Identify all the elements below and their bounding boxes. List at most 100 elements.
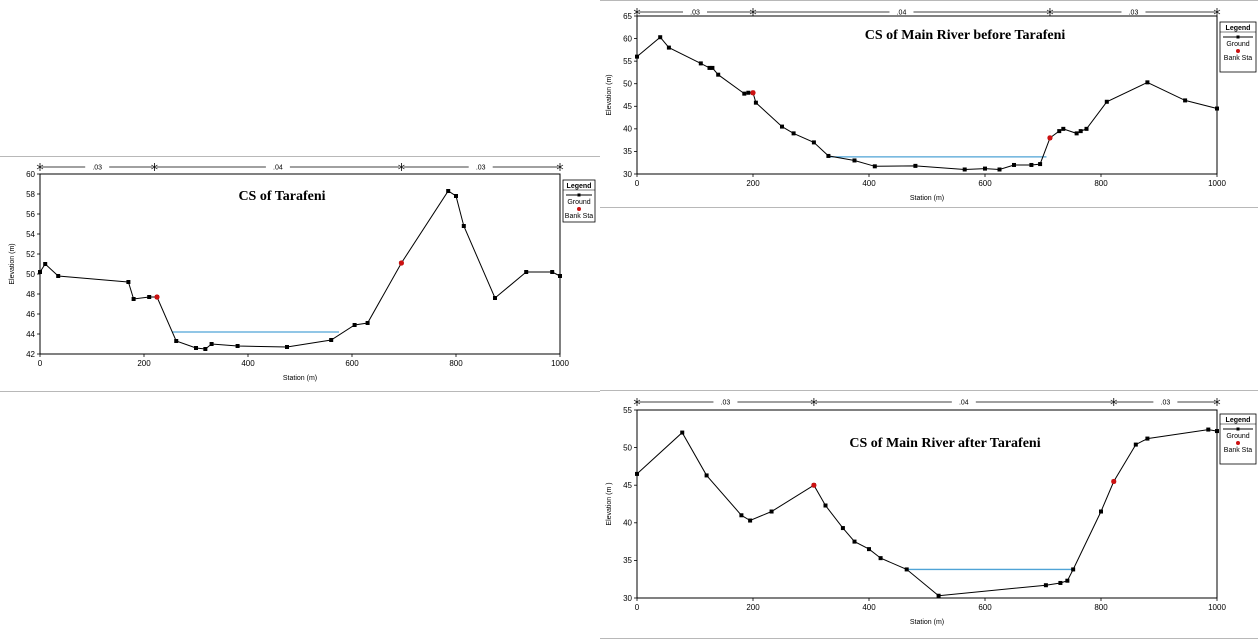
- n-value-label: .04: [897, 10, 907, 17]
- ground-point: [904, 567, 909, 572]
- ground-point: [446, 189, 451, 193]
- ground-point: [352, 323, 357, 327]
- x-tick-label: 600: [978, 179, 992, 188]
- x-axis-label: Station (m): [910, 619, 944, 626]
- ground-point: [43, 262, 48, 266]
- n-band-arrow: [636, 9, 641, 15]
- y-tick-label: 54: [26, 230, 35, 239]
- ground-point: [1099, 509, 1103, 514]
- chart-title: CS of Main River before Tarafeni: [865, 28, 1066, 43]
- ground-point: [365, 321, 370, 325]
- chart-main-river-before: .03 .04 .03 30 35 40 45 50 55 60 65 0 200 400 600 800 10…: [600, 0, 1258, 208]
- ground-point: [147, 295, 152, 299]
- ground-point: [867, 547, 871, 552]
- ground-point: [698, 61, 703, 66]
- ground-point: [983, 166, 987, 171]
- x-tick-label: 400: [241, 359, 255, 368]
- n-value-label: .04: [959, 400, 969, 407]
- legend-box: [1219, 413, 1257, 465]
- ground-point: [878, 556, 883, 561]
- legend-title: Legend: [1226, 25, 1251, 32]
- ground-point: [769, 509, 774, 514]
- ground-point: [666, 45, 671, 50]
- x-tick-label: 800: [449, 359, 463, 368]
- ground-point: [635, 54, 639, 59]
- ground-point: [194, 346, 198, 350]
- ground-point: [826, 153, 831, 158]
- y-tick-label: 55: [623, 406, 632, 415]
- y-tick-label: 56: [26, 210, 35, 219]
- x-tick-label: 200: [137, 359, 151, 368]
- legend-bank-marker: [1236, 49, 1240, 53]
- legend-bank-marker: [577, 207, 581, 211]
- y-tick-label: 30: [623, 170, 632, 179]
- ground-point: [710, 65, 715, 70]
- y-tick-label: 48: [26, 290, 35, 299]
- n-value-label: .03: [92, 165, 102, 172]
- ground-point: [1104, 99, 1109, 104]
- bank-station-point: [154, 294, 160, 300]
- y-tick-label: 50: [26, 270, 35, 279]
- x-tick-label: 0: [635, 603, 640, 612]
- n-band-arrow: [1216, 399, 1221, 405]
- ground-point: [461, 224, 466, 228]
- legend-ground-label: Ground: [1226, 41, 1249, 48]
- x-tick-label: 600: [345, 359, 359, 368]
- ground-line: [39, 190, 561, 350]
- bank-station-point: [1047, 135, 1053, 141]
- y-axis-label: Elevation (m): [9, 243, 16, 284]
- n-band-arrow: [559, 164, 564, 170]
- ground-point: [558, 274, 562, 278]
- ground-point: [1029, 162, 1034, 167]
- ground-point: [38, 270, 42, 274]
- x-tick-label: 1000: [1208, 179, 1226, 188]
- ground-point: [1065, 578, 1070, 583]
- legend-box: [1219, 21, 1257, 73]
- ground-point: [852, 539, 857, 544]
- ground-point: [1215, 429, 1219, 434]
- n-value-label: .03: [1129, 10, 1139, 17]
- ground-point: [823, 503, 828, 508]
- legend-ground-label: Ground: [567, 199, 590, 206]
- y-tick-label: 55: [623, 57, 632, 66]
- y-tick-label: 60: [623, 34, 632, 43]
- y-tick-label: 46: [26, 310, 35, 319]
- ground-point: [1043, 583, 1048, 588]
- n-value-label: .03: [690, 10, 700, 17]
- ground-point: [1061, 126, 1066, 131]
- ground-point: [1058, 580, 1063, 585]
- legend-title: Legend: [1226, 417, 1251, 424]
- legend: Legend Ground Bank Sta: [1219, 413, 1257, 465]
- legend-ground-marker: [1236, 35, 1240, 39]
- ground-point: [1145, 80, 1150, 85]
- chart-panel-main-river-before: .03 .04 .03 30 35 40 45 50 55 60 65 0 200 400 600 800 10…: [600, 0, 1258, 208]
- legend-bank-label: Bank Sta: [565, 213, 594, 220]
- x-tick-label: 0: [38, 359, 43, 368]
- x-tick-label: 400: [862, 179, 876, 188]
- ground-point: [235, 344, 240, 348]
- ground-point: [1145, 436, 1150, 441]
- ground-point: [840, 526, 845, 531]
- bank-station-point: [811, 482, 817, 488]
- ground-point: [680, 430, 685, 435]
- n-value-label: .03: [721, 400, 731, 407]
- legend-ground-label: Ground: [1226, 433, 1249, 440]
- n-band-arrow: [1113, 399, 1117, 405]
- n-band-arrow: [153, 164, 158, 170]
- y-tick-label: 30: [623, 594, 632, 603]
- ground-point: [936, 593, 941, 598]
- legend-bank-label: Bank Sta: [1224, 55, 1253, 62]
- ground-point: [209, 342, 214, 346]
- ground-point: [742, 91, 747, 96]
- n-band-arrow: [1216, 9, 1221, 15]
- y-tick-label: 40: [623, 125, 632, 134]
- n-value-label: .03: [476, 165, 486, 172]
- ground-point: [329, 338, 334, 342]
- legend: Legend Ground Bank Sta: [562, 179, 596, 223]
- chart-title: CS of Main River after Tarafeni: [849, 436, 1040, 451]
- y-tick-label: 40: [623, 519, 632, 528]
- ground-point: [852, 158, 857, 163]
- ground-point: [56, 274, 61, 278]
- y-tick-label: 45: [623, 102, 632, 111]
